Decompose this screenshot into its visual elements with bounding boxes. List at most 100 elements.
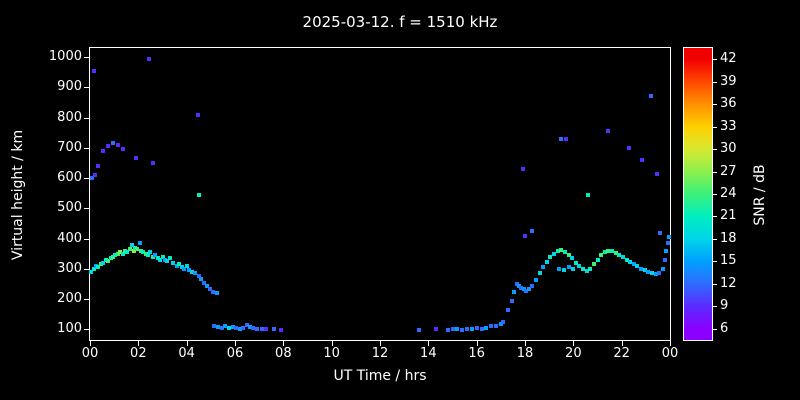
data-point xyxy=(666,235,671,240)
data-point xyxy=(474,326,479,331)
colorbar-tick-mark xyxy=(713,328,717,330)
data-point xyxy=(207,286,212,291)
data-point xyxy=(566,265,571,270)
data-point xyxy=(665,241,670,246)
y-tick-mark xyxy=(84,329,89,331)
data-point xyxy=(254,326,259,331)
colorbar-tick-mark xyxy=(713,81,717,83)
y-tick-label: 400 xyxy=(57,230,82,246)
x-tick-mark xyxy=(621,341,623,346)
x-tick-label: 04 xyxy=(178,346,195,361)
x-tick-label: 12 xyxy=(371,346,389,361)
data-point xyxy=(259,327,264,332)
x-tick-mark xyxy=(331,341,333,346)
colorbar-tick-label: 24 xyxy=(720,186,737,201)
colorbar-tick-mark xyxy=(713,261,717,263)
colorbar-tick-mark xyxy=(713,283,717,285)
data-point xyxy=(137,241,142,246)
y-tick-label: 1000 xyxy=(48,49,82,65)
data-point xyxy=(559,136,564,141)
data-point xyxy=(158,257,163,262)
y-tick-mark xyxy=(84,57,89,59)
data-point xyxy=(613,251,618,256)
data-point xyxy=(199,277,204,282)
data-point xyxy=(552,251,556,256)
colorbar-gradient xyxy=(684,48,712,340)
data-point xyxy=(653,272,658,277)
x-tick-mark xyxy=(283,341,285,346)
data-point xyxy=(530,283,535,288)
data-point xyxy=(498,321,503,326)
data-point xyxy=(635,264,640,269)
x-tick-mark xyxy=(670,341,671,346)
data-point xyxy=(620,255,625,260)
data-point xyxy=(91,68,96,73)
colorbar-tick-label: 15 xyxy=(720,253,737,269)
data-point xyxy=(489,324,494,329)
data-point xyxy=(654,172,659,177)
data-point xyxy=(165,259,170,264)
data-point xyxy=(581,267,585,272)
data-point xyxy=(606,129,611,134)
colorbar-tick-mark xyxy=(713,59,717,61)
x-tick-label: 18 xyxy=(516,346,534,361)
data-point xyxy=(127,247,132,252)
data-point xyxy=(226,325,231,330)
data-point xyxy=(89,269,94,274)
data-point xyxy=(106,144,111,149)
data-point xyxy=(519,285,524,290)
x-tick-label: 14 xyxy=(420,346,437,361)
data-point xyxy=(520,167,525,172)
data-point xyxy=(460,328,465,332)
data-point xyxy=(484,325,489,330)
x-tick-mark xyxy=(186,341,188,346)
x-tick-mark xyxy=(476,341,478,346)
chart-title: 2025-03-12. f = 1510 kHz xyxy=(302,13,498,31)
y-tick-label: 200 xyxy=(57,291,82,307)
data-point xyxy=(162,257,167,262)
y-tick-mark xyxy=(84,87,89,89)
data-point xyxy=(98,262,103,267)
data-point xyxy=(230,324,235,329)
data-point xyxy=(506,307,511,312)
data-point xyxy=(516,283,521,288)
data-point xyxy=(570,256,575,261)
colorbar-tick-mark xyxy=(713,171,717,173)
y-tick-mark xyxy=(84,268,89,270)
data-point xyxy=(177,262,182,267)
data-point xyxy=(113,253,118,258)
data-point xyxy=(660,266,665,271)
data-point xyxy=(245,322,250,327)
data-point xyxy=(133,156,138,161)
data-point xyxy=(110,141,115,146)
data-point xyxy=(101,260,106,265)
colorbar-tick-label: 36 xyxy=(720,96,737,112)
colorbar-tick-label: 6 xyxy=(720,320,729,336)
data-point xyxy=(110,254,115,259)
data-point xyxy=(617,253,622,258)
colorbar-tick-label: 21 xyxy=(720,208,737,224)
data-point xyxy=(649,271,654,276)
data-point xyxy=(521,287,526,292)
data-point xyxy=(187,268,192,273)
colorbar xyxy=(683,47,713,341)
data-point xyxy=(526,287,531,292)
data-point xyxy=(153,253,158,258)
data-point xyxy=(247,324,252,329)
y-tick-mark xyxy=(84,299,89,301)
y-tick-mark xyxy=(84,178,89,180)
data-point xyxy=(106,259,111,264)
colorbar-tick-label: 33 xyxy=(720,118,737,134)
x-tick-label: 00 xyxy=(661,346,679,361)
colorbar-tick-label: 18 xyxy=(720,230,737,246)
data-point xyxy=(555,249,560,254)
colorbar-tick-mark xyxy=(713,238,717,240)
x-tick-label: 08 xyxy=(275,346,292,361)
data-point xyxy=(148,250,153,255)
y-tick-label: 100 xyxy=(57,321,82,337)
colorbar-tick-label: 39 xyxy=(720,73,737,89)
colorbar-tick-label: 30 xyxy=(720,141,737,157)
data-point xyxy=(646,269,651,274)
data-point xyxy=(167,256,172,261)
data-point xyxy=(189,269,194,274)
